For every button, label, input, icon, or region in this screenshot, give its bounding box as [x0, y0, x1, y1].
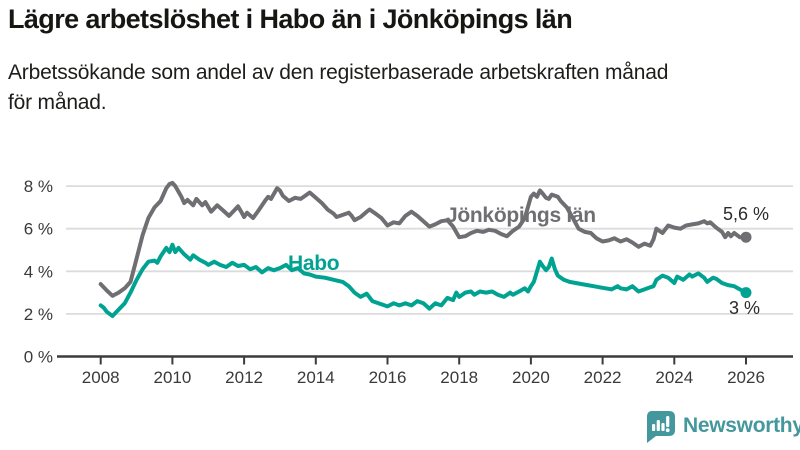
y-tick-label: 8 %: [24, 177, 53, 196]
series-end-dot-habo: [740, 287, 752, 299]
y-tick-label: 6 %: [24, 220, 53, 239]
y-tick-label: 0 %: [24, 348, 53, 367]
x-tick-label: 2012: [225, 368, 263, 387]
x-tick-label: 2016: [369, 368, 407, 387]
newsworthy-logo: Newsworthy: [644, 409, 800, 443]
x-tick-label: 2014: [297, 368, 335, 387]
series-label-jonkopings-lan: Jönköpings län: [446, 204, 596, 227]
x-tick-label: 2022: [584, 368, 622, 387]
series-line-habo: [98, 242, 748, 318]
end-value-label-habo: 3 %: [729, 298, 761, 318]
page-title: Lägre arbetslöshet i Habo än i Jönköping…: [8, 4, 573, 34]
y-tick-label: 2 %: [24, 305, 53, 324]
chart-subtitle: Arbetssökande som andel av den registerb…: [8, 61, 669, 114]
series-end-dot-j-nk-pings-l-n: [740, 231, 752, 243]
series-line-j-nk-pings-l-n: [98, 180, 748, 298]
newsworthy-logo-icon: [647, 411, 675, 443]
newsworthy-logo-text: Newsworthy: [683, 414, 800, 437]
y-tick-label: 4 %: [24, 262, 53, 281]
x-tick-label: 2018: [440, 368, 478, 387]
x-tick-label: 2026: [727, 368, 765, 387]
x-tick-label: 2020: [512, 368, 550, 387]
x-tick-label: 2024: [655, 368, 693, 387]
series-label-habo: Habo: [288, 252, 340, 275]
x-tick-label: 2008: [82, 368, 120, 387]
end-value-label-jonkopings-lan: 5,6 %: [723, 204, 770, 224]
x-tick-label: 2010: [153, 368, 191, 387]
